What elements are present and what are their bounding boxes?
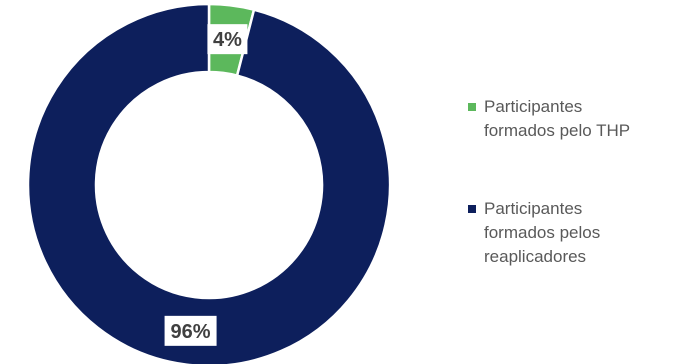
legend-swatch-reaplicadores <box>468 205 476 213</box>
data-label-reaplicadores-box <box>164 315 217 346</box>
legend-swatch-thp <box>468 103 476 111</box>
donut-slices <box>26 2 392 364</box>
slice-reaplicadores <box>26 2 392 364</box>
data-label-thp-text: 4% <box>213 29 242 51</box>
legend-label-thp: Participantes formados pelo THP <box>484 97 631 140</box>
legend-label-reaplicadores: Participantes formados pelos reaplicador… <box>484 199 601 266</box>
data-labels: 4% 96% <box>164 24 248 346</box>
data-label-thp-box <box>207 24 248 55</box>
data-label-reaplicadores-text: 96% <box>171 321 211 343</box>
data-label-thp: 4% <box>207 24 248 55</box>
data-label-reaplicadores: 96% <box>164 315 217 346</box>
